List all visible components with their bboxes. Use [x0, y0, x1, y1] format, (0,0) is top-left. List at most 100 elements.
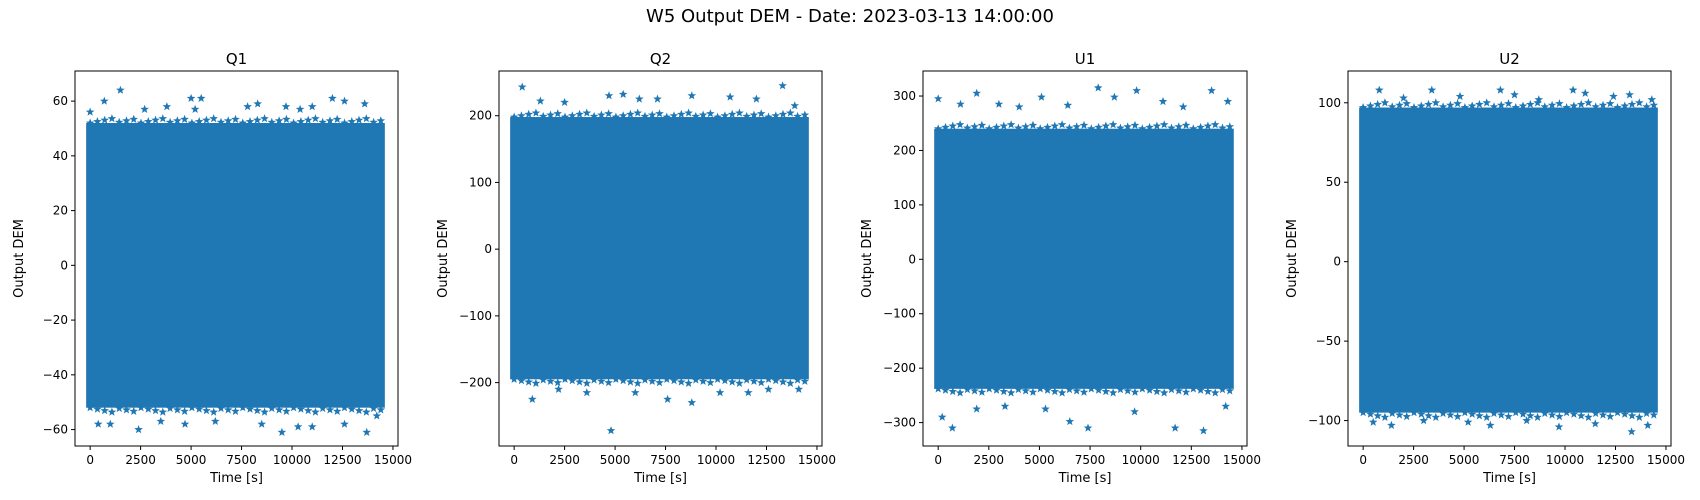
y-tick-label: 40	[53, 149, 68, 163]
edge-marker	[1203, 121, 1213, 130]
edge-marker	[1620, 409, 1630, 418]
data-point	[1455, 91, 1465, 101]
edge-marker	[1533, 98, 1542, 107]
data-point	[1223, 97, 1232, 106]
edge-marker	[180, 406, 189, 415]
edge-marker	[575, 377, 584, 386]
edge-marker	[948, 387, 957, 396]
edge-marker	[1210, 120, 1220, 129]
data-point	[1463, 417, 1473, 426]
edge-marker	[1145, 385, 1154, 394]
edge-marker	[245, 117, 255, 126]
edge-marker	[1511, 408, 1520, 417]
edge-marker	[1642, 408, 1651, 418]
edge-marker	[1584, 98, 1593, 107]
edge-marker	[1021, 386, 1030, 395]
data-point	[1510, 90, 1519, 99]
subplot-u1: 0 2500 5000 7500 10000 12500 15000 −300 −200 −100…	[860, 50, 1261, 486]
edge-marker	[531, 378, 541, 387]
edge-marker	[1635, 98, 1644, 107]
edge-marker	[727, 109, 737, 118]
edge-marker	[238, 118, 247, 127]
edge-marker	[1489, 102, 1499, 111]
edge-marker	[575, 109, 584, 118]
edge-marker	[793, 111, 802, 120]
data-point	[243, 102, 252, 111]
edge-marker	[1101, 387, 1111, 396]
data-point	[1399, 93, 1408, 102]
edge-marker	[1159, 388, 1169, 397]
edge-marker	[362, 114, 371, 123]
data-point	[162, 102, 172, 111]
edge-marker	[1482, 98, 1491, 107]
edge-marker	[187, 403, 197, 412]
data-point	[281, 102, 291, 111]
x-tick-label: 0	[934, 453, 942, 467]
y-tick-label: 0	[1333, 255, 1341, 269]
edge-marker	[1181, 120, 1191, 129]
edge-marker	[1635, 412, 1644, 421]
edge-marker	[618, 376, 628, 385]
edge-marker	[589, 375, 599, 384]
edge-marker	[1366, 409, 1375, 418]
edge-marker	[1598, 410, 1608, 419]
y-axis-label: Output DEM	[436, 219, 451, 298]
edge-marker	[1547, 100, 1557, 109]
y-tick-label: −50	[1316, 334, 1341, 348]
data-point	[972, 404, 981, 413]
edge-marker	[231, 406, 240, 415]
edge-marker	[1387, 102, 1397, 111]
edge-marker	[669, 376, 679, 385]
edge-marker	[267, 117, 277, 126]
y-tick-label: −200	[459, 376, 492, 390]
data-point	[1178, 102, 1188, 111]
y-tick-label: −300	[883, 416, 916, 430]
edge-marker	[742, 111, 751, 120]
edge-marker	[1409, 408, 1419, 417]
edge-marker	[1006, 120, 1016, 129]
data-point	[277, 427, 287, 436]
edge-marker	[706, 109, 715, 118]
edge-marker	[589, 111, 599, 120]
edge-marker	[1065, 385, 1074, 394]
edge-marker	[948, 121, 957, 130]
edge-marker	[1050, 387, 1060, 396]
edge-marker	[1196, 122, 1205, 131]
edge-marker	[1218, 385, 1227, 394]
edge-marker	[1402, 99, 1411, 108]
subplot-title: U1	[1075, 50, 1096, 68]
edge-marker	[742, 375, 751, 384]
edge-marker	[640, 375, 650, 384]
data-point	[994, 99, 1004, 108]
edge-marker	[325, 116, 335, 125]
edge-marker	[1504, 99, 1513, 108]
data-point	[517, 82, 527, 91]
edge-marker	[158, 114, 168, 123]
edge-marker	[1196, 385, 1205, 394]
edge-marker	[180, 114, 189, 123]
edge-marker	[749, 376, 759, 385]
edge-marker	[354, 115, 364, 124]
edge-marker	[611, 112, 621, 121]
data-point	[606, 426, 616, 435]
data-point	[180, 419, 190, 428]
data-point	[372, 411, 382, 420]
edge-marker	[955, 120, 965, 129]
edge-marker	[318, 117, 327, 126]
data-point	[536, 96, 545, 105]
data-point	[687, 398, 697, 407]
edge-marker	[1620, 101, 1630, 110]
edge-marker	[202, 115, 211, 124]
edge-marker	[597, 376, 606, 385]
edge-marker	[1065, 123, 1074, 132]
y-tick-label: −60	[43, 423, 68, 437]
edge-marker	[611, 374, 621, 383]
edge-marker	[677, 109, 686, 118]
edge-marker	[1460, 103, 1470, 112]
edge-marker	[764, 374, 773, 383]
data-point	[554, 384, 563, 393]
edge-marker	[1072, 386, 1081, 395]
edge-marker	[325, 405, 335, 414]
edge-marker	[1101, 121, 1111, 130]
data-point	[933, 94, 943, 103]
